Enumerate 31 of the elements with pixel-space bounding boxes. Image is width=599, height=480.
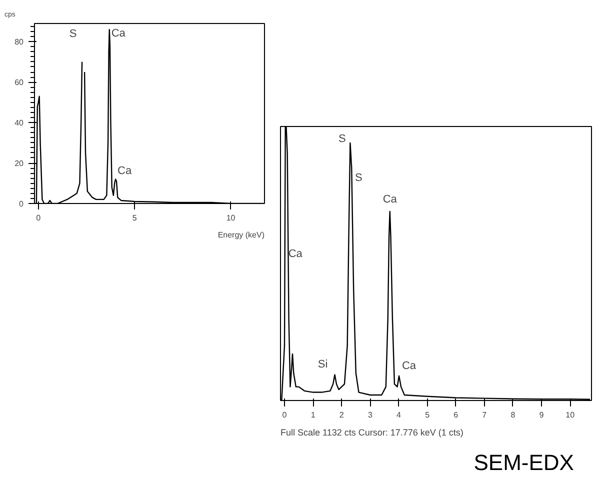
x-tick-label: 5 [132, 214, 138, 222]
x-tick-label: 7 [482, 410, 488, 420]
annotation: Ca [288, 248, 304, 260]
text: SEM-EDX [474, 449, 574, 477]
x-tick-label: 10 [226, 214, 236, 222]
x-tick-label: 0 [282, 410, 288, 420]
x-tick-label: 9 [539, 410, 544, 420]
x-tick-label: 5 [425, 410, 430, 420]
annotation: Si [318, 358, 328, 371]
annotation: Ca [118, 165, 132, 178]
x-tick-label: 1 [310, 410, 316, 420]
y-tick-label: 0 [19, 200, 24, 208]
y-tick-label: 60 [14, 78, 24, 88]
y-tick-label: 80 [14, 38, 24, 47]
y-tick-label: 20 [14, 159, 24, 168]
annotation: Ca [382, 193, 398, 206]
x-tick-label: 2 [339, 410, 344, 420]
annotation: S [338, 132, 346, 145]
x-tick-label: 0 [36, 214, 42, 222]
annotation: Ca [402, 360, 417, 372]
text: Full Scale 1132 cts Cursor: 17.776 keV (1 cts) [280, 428, 464, 438]
y-tick-label: 40 [14, 118, 24, 128]
x-tick-label: 6 [454, 410, 459, 420]
x-tick-label: 10 [566, 410, 576, 420]
annotation: S [354, 172, 362, 184]
annotation: Ca [111, 28, 126, 40]
x-axis-title: Energy (keV) [218, 230, 265, 240]
x-tick-label: 8 [510, 410, 516, 420]
x-tick-label: 4 [396, 410, 402, 420]
x-tick-label: 3 [368, 410, 373, 420]
annotation: S [69, 28, 77, 40]
